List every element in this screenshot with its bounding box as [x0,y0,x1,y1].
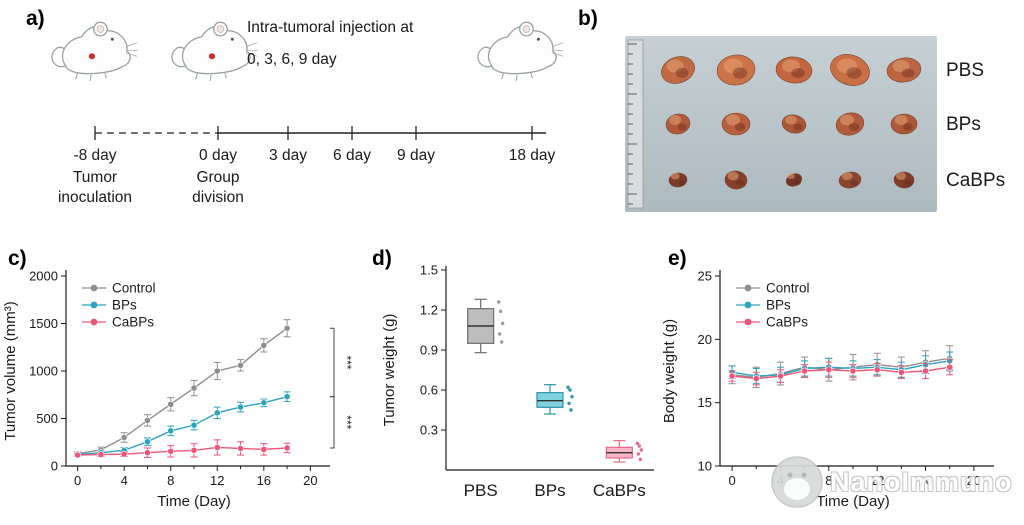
tumor-weight-plot: 0.3 0.6 0.9 1.2 1.5 Tumor weight (g) PBS BPs CaB… [381,263,654,500]
svg-text:1.5: 1.5 [420,263,438,278]
timeline-group: Intra-tumoral injection at 0, 3, 6, 9 day… [51,19,564,206]
svg-text:PBS: PBS [464,481,498,500]
svg-text:20: 20 [698,332,712,347]
svg-text:Time (Day): Time (Day) [157,493,231,510]
body-weight-legend: Control BPs CaBPs [736,281,810,330]
svg-text:CaBPs: CaBPs [766,315,808,330]
tumor-dot [88,53,96,60]
svg-text:20: 20 [303,473,317,488]
svg-text:0.3: 0.3 [420,423,438,438]
svg-text:Tumor volume (mm³): Tumor volume (mm³) [2,301,19,440]
panel-a-label: a) [26,7,45,30]
tumor-volume-plot: 0 500 1000 1500 2000 0 4 8 12 16 20 Time (Day) Tumor… [2,269,354,511]
svg-text:0.9: 0.9 [420,343,438,358]
svg-text:25: 25 [698,269,712,284]
svg-text:Group: Group [196,169,239,186]
tumor-dot [208,53,216,60]
mouse-drawing [477,21,564,81]
tumor-weight-box-BPs [536,384,574,415]
svg-text:20: 20 [967,473,981,488]
svg-text:BPs: BPs [946,114,981,135]
svg-text:4: 4 [121,473,128,488]
body-weight-series-BPs [728,351,954,385]
tumor-row-CaBPs [668,170,915,190]
svg-text:CaBPs: CaBPs [946,170,1005,191]
svg-text:0 day: 0 day [199,147,237,164]
svg-text:1.2: 1.2 [420,303,438,318]
body-weight-plot: 10 15 20 25 0 4 8 12 16 20 Time (Day) Body weight (… [661,269,994,510]
svg-text:Body weight (g): Body weight (g) [661,319,678,423]
tumor-volume-series-Control [74,319,291,458]
svg-text:CaBPs: CaBPs [593,481,646,500]
svg-text:0, 3, 6, 9 day: 0, 3, 6, 9 day [247,51,337,68]
tumor-weight-chart: 0.3 0.6 0.9 1.2 1.5 Tumor weight (g) PBS BPs CaB… [381,263,654,500]
svg-text:Intra-tumoral injection at: Intra-tumoral injection at [247,19,414,36]
svg-text:16: 16 [918,473,932,488]
svg-text:-8 day: -8 day [73,147,116,164]
svg-text:0: 0 [51,459,58,474]
timeline-schematic: Intra-tumoral injection at 0, 3, 6, 9 day… [51,19,564,206]
panel-e-label: e) [668,247,687,270]
tumor-volume-chart: 0 500 1000 1500 2000 0 4 8 12 16 20 Time (Day) Tumor… [2,269,354,511]
svg-text:Control: Control [766,281,810,296]
svg-text:Control: Control [112,281,156,296]
tumor-volume-legend: Control BPs CaBPs [82,281,156,330]
panel-c-label: c) [8,247,27,270]
panel-b-label: b) [578,7,598,30]
svg-text:500: 500 [36,411,58,426]
svg-text:4: 4 [777,473,784,488]
tumor-row-BPs [665,112,918,136]
svg-text:10: 10 [698,459,712,474]
tumor-row-PBS [661,54,922,86]
tumor-volume-series-BPs [74,391,291,458]
svg-text:6 day: 6 day [333,147,371,164]
svg-text:12: 12 [870,473,884,488]
svg-text:9 day: 9 day [397,147,435,164]
tumor-weight-box-CaBPs [605,440,644,463]
svg-text:Time (Day): Time (Day) [816,493,890,510]
svg-text:1500: 1500 [29,316,58,331]
panel-d-label: d) [372,247,392,270]
svg-text:Tumor weight (g): Tumor weight (g) [381,314,398,427]
svg-text:CaBPs: CaBPs [112,315,154,330]
svg-text:2000: 2000 [29,269,58,284]
svg-text:8: 8 [167,473,174,488]
svg-text:Tumor: Tumor [73,169,117,186]
svg-text:***: *** [340,355,354,369]
svg-text:PBS: PBS [946,60,984,81]
svg-text:inoculation: inoculation [58,189,132,206]
tumor-photo: PBS BPs CaBPs [625,36,1005,212]
svg-text:BPs: BPs [766,298,791,313]
svg-text:division: division [192,189,244,206]
svg-text:12: 12 [210,473,224,488]
svg-text:8: 8 [825,473,832,488]
svg-text:0: 0 [728,473,735,488]
tumor-weight-box-PBS [467,298,505,354]
svg-text:3 day: 3 day [269,147,307,164]
tumor-volume-series-CaBPs [74,439,291,459]
svg-text:1000: 1000 [29,364,58,379]
svg-text:***: *** [340,415,354,429]
svg-text:0: 0 [74,473,81,488]
svg-text:15: 15 [698,395,712,410]
svg-text:0.6: 0.6 [420,383,438,398]
body-weight-series-CaBPs [728,359,954,386]
svg-text:BPs: BPs [112,298,137,313]
svg-text:16: 16 [257,473,271,488]
mouse-drawing [51,21,138,81]
tumor-photo-panel: PBS BPs CaBPs [625,36,1005,212]
svg-text:BPs: BPs [534,481,565,500]
svg-text:18 day: 18 day [509,147,556,164]
body-weight-chart: 10 15 20 25 0 4 8 12 16 20 Time (Day) Body weight (… [661,269,994,510]
mouse-drawing [171,21,258,81]
